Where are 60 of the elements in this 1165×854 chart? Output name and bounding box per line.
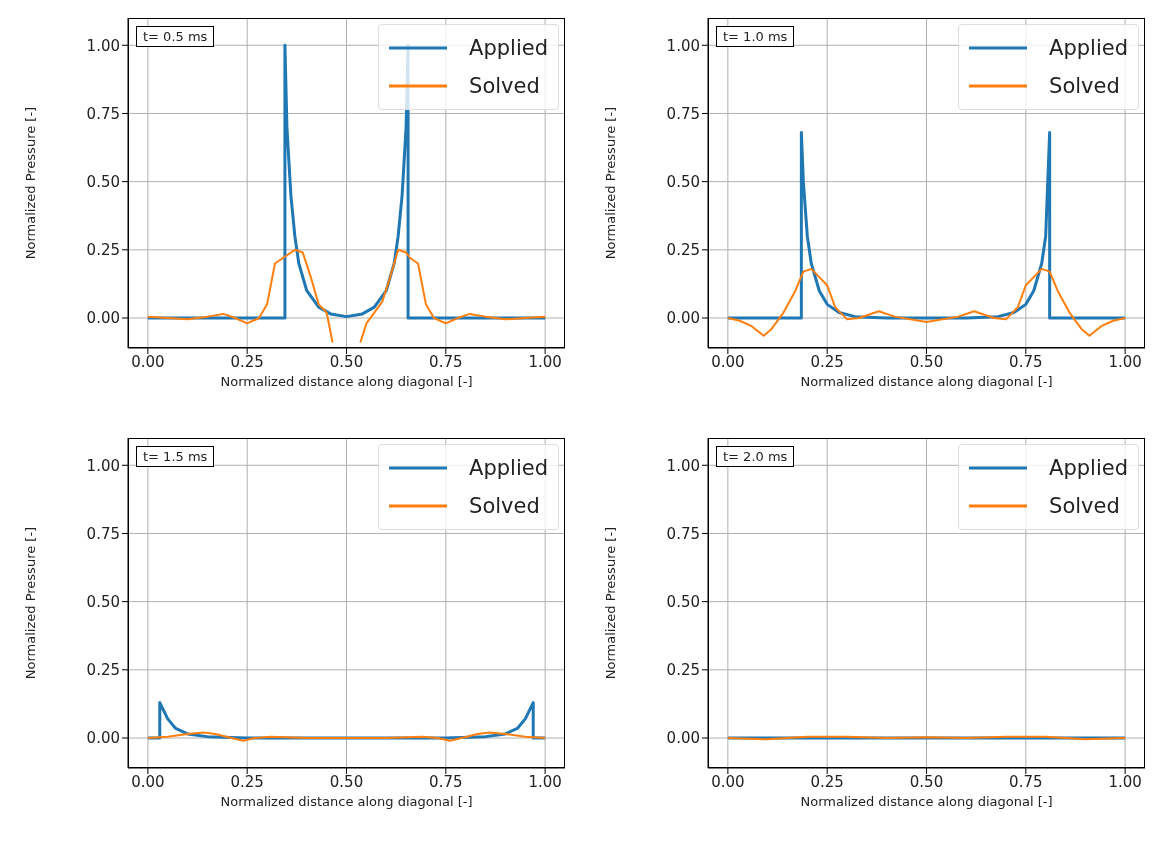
- x-tick-label: 1.00: [1108, 352, 1142, 371]
- x-tick-label: 0.50: [909, 772, 944, 791]
- annotation: t= 2.0 ms: [716, 446, 795, 467]
- x-tick-label: 0.25: [810, 352, 844, 371]
- y-tick-label: 0.25: [86, 661, 120, 680]
- y-axis-title: Normalized Pressure [-]: [602, 106, 618, 260]
- x-axis-title: Normalized distance along diagonal [-]: [800, 374, 1053, 389]
- y-tick-label: 0.25: [666, 661, 700, 680]
- x-axis-title: Normalized distance along diagonal [-]: [800, 794, 1053, 809]
- x-tick-label: 0.75: [1009, 352, 1043, 371]
- x-tick-label: 0.00: [131, 772, 165, 791]
- y-tick-label: 0.00: [86, 309, 120, 328]
- y-tick-label: 1.00: [86, 36, 120, 55]
- x-tick-label: 0.25: [230, 772, 264, 791]
- y-tick-label: 1.00: [666, 456, 700, 475]
- legend-label: Solved: [1049, 74, 1120, 98]
- y-tick-label: 0.75: [86, 104, 120, 123]
- x-tick-label: 1.00: [528, 772, 562, 791]
- x-tick-label: 0.25: [230, 352, 264, 371]
- x-tick-label: 0.50: [909, 352, 944, 371]
- x-tick-label: 0.25: [810, 772, 844, 791]
- annotation: t= 1.0 ms: [716, 26, 795, 47]
- legend-label: Solved: [469, 494, 540, 518]
- y-axis-title: Normalized Pressure [-]: [22, 526, 38, 680]
- annotation: t= 0.5 ms: [136, 26, 215, 47]
- y-tick-label: 0.00: [666, 729, 700, 748]
- y-tick-label: 0.50: [666, 172, 700, 191]
- x-tick-label: 0.50: [329, 352, 364, 371]
- legend-label: Solved: [1049, 494, 1120, 518]
- y-axis-title: Normalized Pressure [-]: [602, 526, 618, 680]
- x-tick-label: 0.00: [711, 352, 745, 371]
- x-tick-label: 0.00: [131, 352, 165, 371]
- x-tick-label: 0.00: [711, 772, 745, 791]
- y-tick-label: 1.00: [86, 456, 120, 475]
- x-tick-label: 0.50: [329, 772, 364, 791]
- y-tick-label: 0.25: [86, 241, 120, 260]
- x-axis-title: Normalized distance along diagonal [-]: [220, 374, 473, 389]
- annotation: t= 1.5 ms: [136, 446, 215, 467]
- legend-label: Solved: [469, 74, 540, 98]
- legend-label: Applied: [1049, 456, 1128, 480]
- y-tick-label: 0.75: [666, 104, 700, 123]
- x-tick-label: 0.75: [1009, 772, 1043, 791]
- x-tick-label: 1.00: [1108, 772, 1142, 791]
- y-axis-title: Normalized Pressure [-]: [22, 106, 38, 260]
- y-tick-label: 0.75: [666, 524, 700, 543]
- y-tick-label: 0.00: [666, 309, 700, 328]
- legend-label: Applied: [1049, 36, 1128, 60]
- x-axis-title: Normalized distance along diagonal [-]: [220, 794, 473, 809]
- legend-label: Applied: [469, 36, 548, 60]
- y-tick-label: 0.50: [86, 592, 120, 611]
- y-tick-label: 1.00: [666, 36, 700, 55]
- legend-label: Applied: [469, 456, 548, 480]
- x-tick-label: 0.75: [429, 772, 463, 791]
- y-tick-label: 0.75: [86, 524, 120, 543]
- x-tick-label: 1.00: [528, 352, 562, 371]
- y-tick-label: 0.50: [86, 172, 120, 191]
- y-tick-label: 0.00: [86, 729, 120, 748]
- y-tick-label: 0.50: [666, 592, 700, 611]
- y-tick-label: 0.25: [666, 241, 700, 260]
- x-tick-label: 0.75: [429, 352, 463, 371]
